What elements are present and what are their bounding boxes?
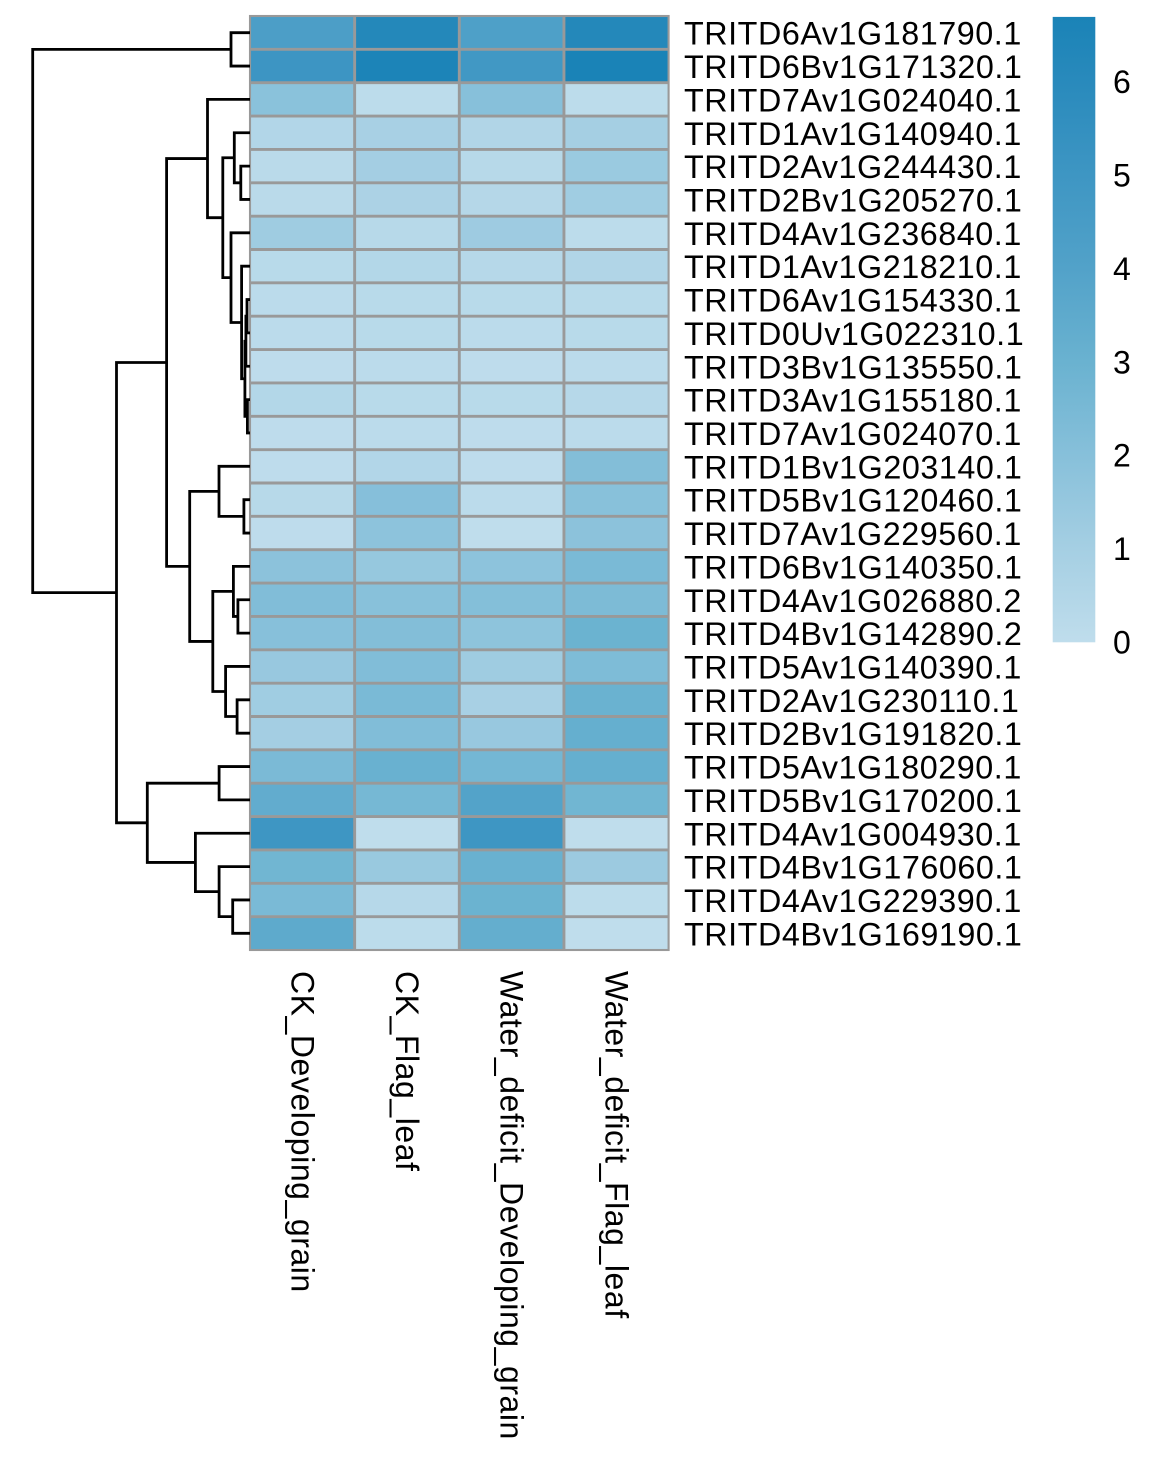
svg-text:5: 5	[1113, 158, 1131, 194]
svg-text:1: 1	[1113, 531, 1131, 567]
svg-text:4: 4	[1113, 251, 1131, 287]
svg-text:TRITD2Av1G230110.1: TRITD2Av1G230110.1	[684, 683, 1019, 719]
svg-text:TRITD0Uv1G022310.1: TRITD0Uv1G022310.1	[684, 316, 1024, 352]
svg-text:TRITD3Bv1G135550.1: TRITD3Bv1G135550.1	[684, 349, 1022, 385]
svg-text:TRITD7Av1G024040.1: TRITD7Av1G024040.1	[684, 82, 1022, 118]
svg-text:3: 3	[1113, 344, 1131, 380]
svg-text:TRITD4Av1G026880.2: TRITD4Av1G026880.2	[684, 583, 1022, 619]
svg-text:TRITD1Bv1G203140.1: TRITD1Bv1G203140.1	[684, 449, 1022, 485]
svg-text:TRITD6Av1G154330.1: TRITD6Av1G154330.1	[684, 283, 1022, 319]
svg-text:TRITD5Bv1G120460.1: TRITD5Bv1G120460.1	[684, 483, 1022, 519]
svg-text:TRITD2Av1G244430.1: TRITD2Av1G244430.1	[684, 149, 1022, 185]
svg-text:TRITD5Bv1G170200.1: TRITD5Bv1G170200.1	[684, 783, 1022, 819]
svg-text:TRITD4Bv1G176060.1: TRITD4Bv1G176060.1	[684, 850, 1022, 886]
svg-text:TRITD1Av1G218210.1: TRITD1Av1G218210.1	[684, 249, 1022, 285]
svg-text:TRITD6Bv1G140350.1: TRITD6Bv1G140350.1	[684, 549, 1022, 585]
svg-text:TRITD6Av1G181790.1: TRITD6Av1G181790.1	[684, 16, 1022, 52]
svg-text:Water_deficit_Flag_leaf: Water_deficit_Flag_leaf	[598, 971, 634, 1319]
svg-text:TRITD3Av1G155180.1: TRITD3Av1G155180.1	[684, 383, 1022, 419]
svg-text:TRITD7Av1G024070.1: TRITD7Av1G024070.1	[684, 416, 1022, 452]
svg-text:Water_deficit_Developing_grain: Water_deficit_Developing_grain	[494, 971, 530, 1440]
svg-text:TRITD4Av1G229390.1: TRITD4Av1G229390.1	[684, 883, 1022, 919]
svg-text:TRITD4Av1G004930.1: TRITD4Av1G004930.1	[684, 816, 1022, 852]
svg-text:0: 0	[1113, 624, 1131, 660]
svg-text:TRITD4Av1G236840.1: TRITD4Av1G236840.1	[684, 216, 1022, 252]
svg-text:CK_Flag_leaf: CK_Flag_leaf	[389, 971, 425, 1172]
svg-text:TRITD5Av1G140390.1: TRITD5Av1G140390.1	[684, 649, 1022, 685]
svg-text:TRITD4Bv1G169190.1: TRITD4Bv1G169190.1	[684, 916, 1022, 952]
svg-text:6: 6	[1113, 64, 1131, 100]
svg-text:TRITD5Av1G180290.1: TRITD5Av1G180290.1	[684, 750, 1022, 786]
svg-text:TRITD1Av1G140940.1: TRITD1Av1G140940.1	[684, 116, 1022, 152]
svg-text:TRITD6Bv1G171320.1: TRITD6Bv1G171320.1	[684, 49, 1022, 85]
svg-text:TRITD7Av1G229560.1: TRITD7Av1G229560.1	[684, 516, 1022, 552]
svg-text:2: 2	[1113, 438, 1131, 474]
svg-text:TRITD4Bv1G142890.2: TRITD4Bv1G142890.2	[684, 616, 1022, 652]
svg-text:TRITD2Bv1G191820.1: TRITD2Bv1G191820.1	[684, 716, 1022, 752]
svg-text:TRITD2Bv1G205270.1: TRITD2Bv1G205270.1	[684, 182, 1022, 218]
svg-text:CK_Developing_grain: CK_Developing_grain	[284, 971, 320, 1293]
